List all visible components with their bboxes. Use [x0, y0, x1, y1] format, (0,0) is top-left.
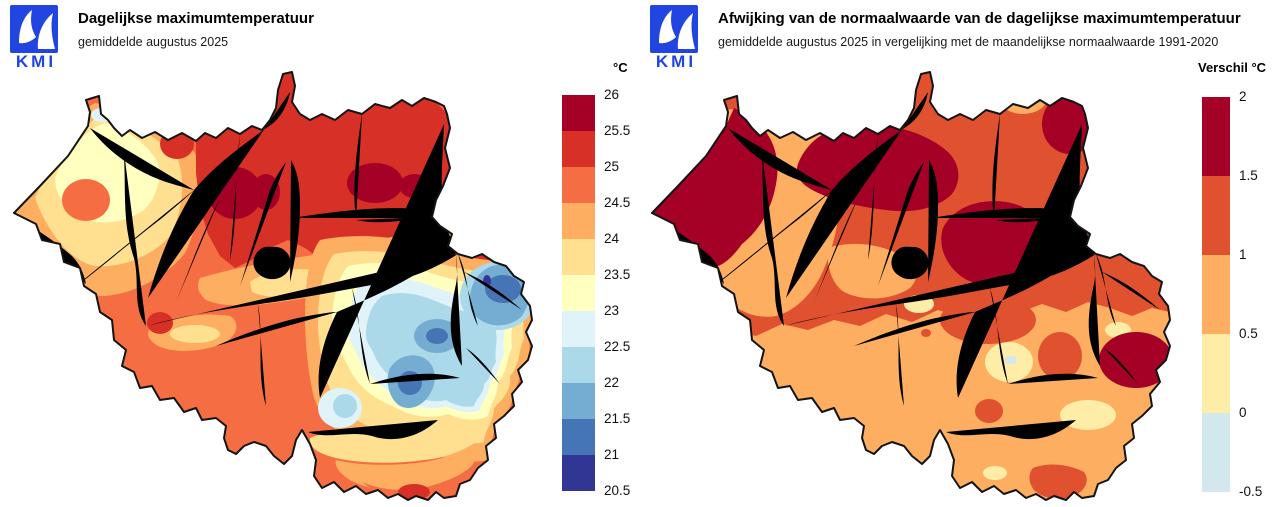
legend-color-segment: [1202, 176, 1230, 255]
legend-color-segment: [562, 455, 595, 491]
legend-color-segment: [562, 275, 595, 311]
contour-region: [252, 174, 280, 210]
contour-region: [975, 399, 1003, 423]
contour-region: [983, 466, 1007, 480]
legend-tick-label: 25.5: [604, 123, 631, 138]
legend-tick-label: 21: [604, 447, 620, 462]
belgium-map-anomaly: [651, 71, 1171, 501]
legend-tick-label: 22.5: [604, 339, 631, 354]
right-legend: 2 1.5 1 0.5 0 -0.5: [1202, 89, 1280, 507]
legend-tick-label: 1.5: [1239, 168, 1258, 183]
legend-color-segment: [562, 131, 595, 167]
left-map-subtitle: gemiddelde augustus 2025: [78, 35, 229, 49]
legend-color-segment: [562, 203, 595, 239]
temperature-contours: [14, 72, 532, 500]
left-legend-unit: °C: [613, 60, 628, 75]
contour-region: [1060, 400, 1116, 430]
contour-region: [347, 163, 403, 203]
contour-region: [398, 484, 430, 500]
legend-color-segment: [562, 239, 595, 275]
contour-region: [652, 108, 778, 269]
legend-tick-label: 23: [604, 303, 620, 318]
legend-tick-label: 21.5: [604, 411, 631, 426]
legend-tick-label: 25: [604, 159, 620, 174]
legend-tick-label: 2: [1239, 89, 1247, 104]
legend-color-bar: [1202, 97, 1230, 492]
legend-tick-label: 24: [604, 231, 620, 246]
legend-color-bar: [562, 95, 595, 491]
legend-tick-label: 26: [604, 87, 620, 102]
kmi-logo-right: KMI: [650, 5, 702, 71]
contour-region: [1042, 94, 1098, 154]
kmi-logo-icon: [10, 5, 58, 53]
legend-color-segment: [562, 95, 595, 131]
legend-tick-label: 22: [604, 375, 620, 390]
contour-region: [426, 328, 448, 344]
right-map-subtitle: gemiddelde augustus 2025 in vergelijking…: [718, 35, 1219, 49]
legend-color-segment: [562, 311, 595, 347]
contour-region: [160, 129, 194, 159]
legend-color-segment: [1202, 97, 1230, 176]
legend-color-segment: [1202, 413, 1230, 492]
contour-region: [485, 275, 521, 303]
anomaly-contours: [652, 72, 1170, 500]
kmi-logo-icon: [650, 5, 698, 53]
left-legend: 26 25.5 25 24.5 24 23.5 23 22.5 22 21.5 21 20.5: [562, 87, 642, 507]
right-map-title: Afwijking van de normaalwaarde van de da…: [718, 10, 1241, 27]
contour-region: [147, 312, 173, 334]
contour-region: [335, 450, 476, 491]
kmi-logo-text: KMI: [655, 52, 697, 71]
belgium-map-temperature: [13, 71, 533, 501]
legend-color-segment: [562, 167, 595, 203]
legend-color-segment: [562, 419, 595, 455]
belgium-maps-canvas: [13, 71, 1171, 501]
contour-region: [1099, 332, 1170, 388]
left-map-title: Dagelijkse maximumtemperatuur: [78, 10, 314, 27]
legend-tick-label: 1: [1239, 247, 1247, 262]
legend-color-segment: [562, 383, 595, 419]
kmi-logo: KMI: [10, 5, 62, 71]
contour-region: [170, 325, 220, 343]
legend-color-segment: [1202, 334, 1230, 413]
legend-tick-label: -0.5: [1239, 484, 1263, 499]
legend-tick-label: 0.5: [1239, 326, 1258, 341]
legend-tick-label: 24.5: [604, 195, 631, 210]
contour-region: [1029, 464, 1087, 499]
contour-region: [333, 394, 357, 418]
legend-tick-label: 20.5: [604, 483, 631, 498]
contour-region: [921, 329, 931, 337]
legend-tick-label: 23.5: [604, 267, 631, 282]
legend-color-segment: [1202, 255, 1230, 334]
contour-region: [62, 179, 110, 221]
legend-tick-label: 0: [1239, 405, 1247, 420]
kmi-logo-text: KMI: [15, 52, 57, 71]
legend-color-segment: [562, 347, 595, 383]
contour-region: [1038, 332, 1082, 380]
contour-region: [1005, 356, 1017, 364]
right-legend-unit: Verschil °C: [1198, 60, 1267, 75]
contour-region: [309, 420, 485, 463]
contour-region: [362, 478, 454, 500]
